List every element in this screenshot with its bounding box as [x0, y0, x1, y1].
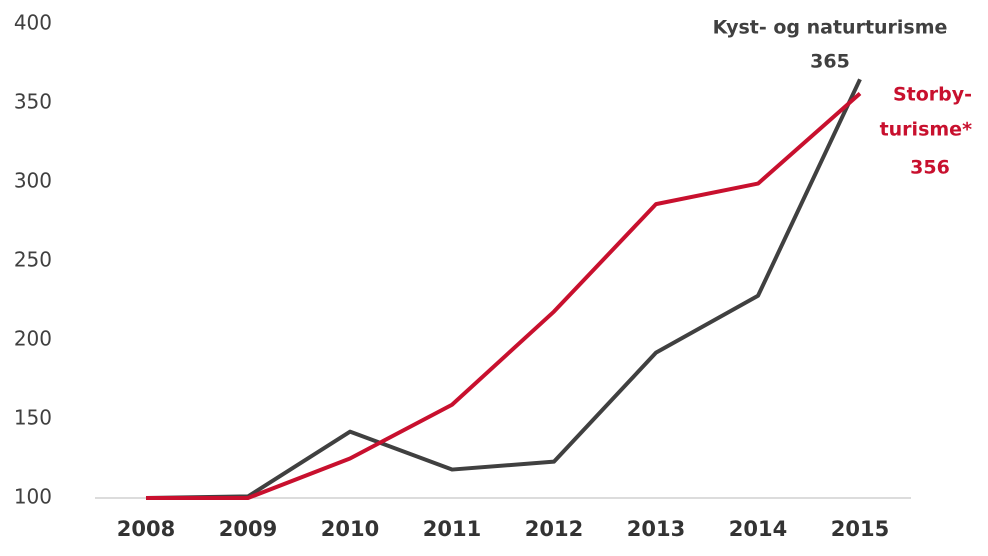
series-line: [146, 92, 862, 500]
x-tick-label: 2009: [219, 517, 277, 541]
data-label: 365: [810, 51, 850, 73]
x-tick-label: 2010: [321, 517, 379, 541]
y-tick-label: 100: [14, 485, 52, 509]
y-tick-label: 150: [14, 406, 52, 430]
x-tick-label: 2011: [423, 517, 481, 541]
y-tick-label: 200: [14, 327, 52, 351]
y-tick-label: 350: [14, 90, 52, 114]
x-tick-label: 2013: [627, 517, 685, 541]
x-tick-label: 2014: [729, 517, 787, 541]
series-label: Kyst- og naturturisme: [713, 17, 948, 39]
x-tick-label: 2008: [117, 517, 175, 541]
x-tick-label: 2015: [831, 517, 889, 541]
data-label: 356: [910, 157, 950, 179]
series-line: [145, 78, 862, 500]
series-label: Storby-: [893, 84, 972, 106]
x-tick-label: 2012: [525, 517, 583, 541]
y-tick-label: 250: [14, 248, 52, 272]
y-tick-label: 400: [14, 11, 52, 35]
series-label: turisme*: [880, 119, 972, 141]
y-tick-label: 300: [14, 169, 52, 193]
